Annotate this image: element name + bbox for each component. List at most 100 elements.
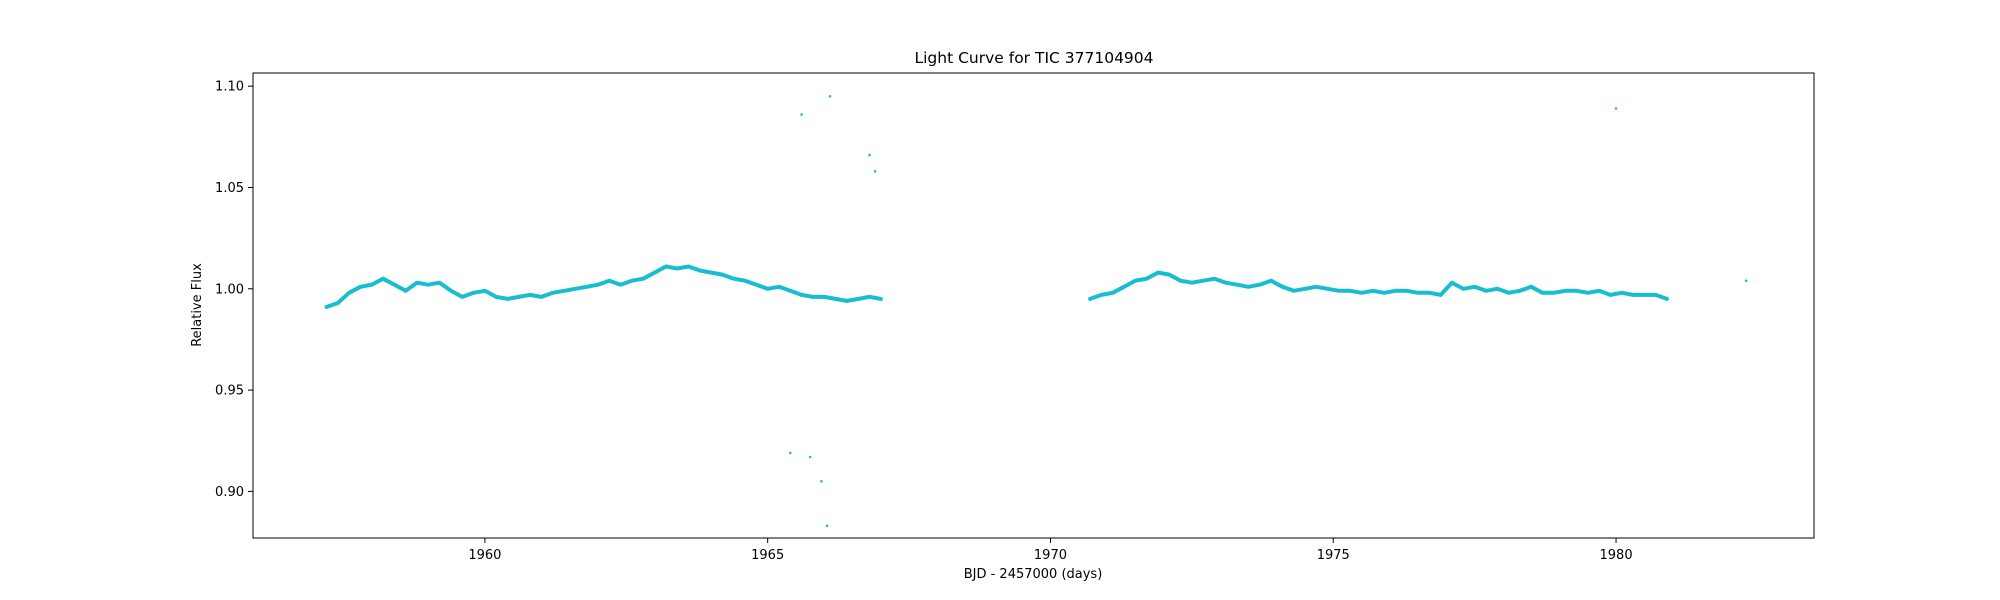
data-point <box>1235 282 1239 287</box>
data-point <box>1314 285 1319 289</box>
y-tick-label: 0.95 <box>215 384 244 399</box>
outlier-point <box>789 451 792 455</box>
data-point <box>1586 291 1590 295</box>
data-point <box>698 268 702 273</box>
y-tick-label: 1.10 <box>215 80 244 95</box>
data-point <box>1167 272 1171 277</box>
data-point <box>1653 293 1658 297</box>
x-axis-title: BJD - 2457000 (days) <box>964 567 1103 582</box>
data-point <box>573 287 578 291</box>
data-point <box>867 295 872 299</box>
x-tick-label: 1970 <box>1034 548 1067 563</box>
data-point <box>1540 291 1545 295</box>
data-point <box>1631 293 1635 297</box>
data-point <box>539 295 544 299</box>
data-point <box>822 295 826 299</box>
data-point <box>358 285 363 289</box>
data-point <box>1371 289 1375 293</box>
data-point <box>1178 278 1183 283</box>
data-point <box>483 289 487 293</box>
data-point <box>1416 291 1420 295</box>
data-point <box>1099 293 1104 297</box>
data-point <box>1110 291 1115 295</box>
data-point <box>1405 289 1409 293</box>
outlier-point <box>868 153 871 157</box>
data-point <box>1484 289 1488 293</box>
data-point <box>324 305 329 309</box>
data-point <box>1472 285 1477 289</box>
data-point <box>1122 285 1126 289</box>
light-curve-segment-1 <box>324 264 883 309</box>
data-point <box>437 280 442 285</box>
data-point <box>1619 291 1624 295</box>
data-point <box>1190 280 1194 285</box>
light-curve-segment-2 <box>1088 270 1669 301</box>
outlier-point <box>808 455 812 459</box>
data-point <box>754 282 759 287</box>
data-point <box>1642 293 1647 297</box>
outlier-point <box>800 113 803 116</box>
data-point <box>1280 285 1285 289</box>
data-point <box>799 293 804 297</box>
data-point <box>426 282 431 287</box>
data-point <box>1156 270 1160 275</box>
data-point <box>505 297 510 301</box>
plot-frame <box>252 72 1815 539</box>
data-point <box>1133 278 1138 283</box>
data-point <box>1337 289 1341 293</box>
data-point <box>641 276 645 281</box>
data-point <box>720 272 725 277</box>
data-point <box>1359 291 1364 295</box>
outlier-point <box>873 170 877 173</box>
data-point <box>664 264 668 269</box>
y-tick-label: 1.00 <box>215 282 244 297</box>
data-point <box>709 270 713 275</box>
data-point <box>1257 282 1262 287</box>
data-point <box>1495 287 1500 291</box>
data-point <box>652 270 657 275</box>
outlier-point <box>1614 107 1618 110</box>
x-tick-label: 1960 <box>468 548 501 563</box>
outlier-point <box>825 524 829 528</box>
data-point <box>1574 289 1579 293</box>
data-point <box>494 295 499 299</box>
data-point <box>1518 289 1522 293</box>
data-point <box>1597 289 1601 293</box>
data-point <box>1438 293 1443 297</box>
x-axis: 1960 1965 1970 1975 1980 <box>468 538 1633 563</box>
data-point <box>1088 297 1092 301</box>
data-point <box>731 276 736 281</box>
data-point <box>517 295 521 299</box>
data-point <box>1348 289 1352 293</box>
data-point <box>1529 285 1533 289</box>
data-point <box>336 301 340 305</box>
y-tick-label: 0.90 <box>215 485 244 500</box>
data-point <box>528 293 532 297</box>
x-tick-label: 1980 <box>1600 548 1633 563</box>
data-point <box>1393 289 1398 293</box>
data-point <box>1552 291 1556 295</box>
data-point <box>1461 287 1466 291</box>
data-point <box>392 282 397 287</box>
data-point <box>596 282 600 287</box>
y-axis-title: Relative Flux <box>190 263 205 347</box>
chart-title: Light Curve for TIC 377104904 <box>914 49 1153 67</box>
data-point <box>1269 278 1273 283</box>
plot-area <box>324 95 1748 528</box>
x-tick-label: 1965 <box>751 548 784 563</box>
outlier-point <box>820 480 823 483</box>
data-point <box>856 297 860 301</box>
data-point <box>607 278 612 283</box>
data-point <box>370 282 374 287</box>
data-point <box>471 291 476 295</box>
data-point <box>777 285 781 289</box>
data-point <box>1427 291 1432 295</box>
data-point <box>403 289 408 293</box>
data-point <box>743 278 747 283</box>
data-point <box>618 282 623 287</box>
data-point <box>551 291 555 295</box>
data-point <box>415 280 419 285</box>
data-point <box>1563 289 1567 293</box>
data-point <box>1450 280 1454 285</box>
